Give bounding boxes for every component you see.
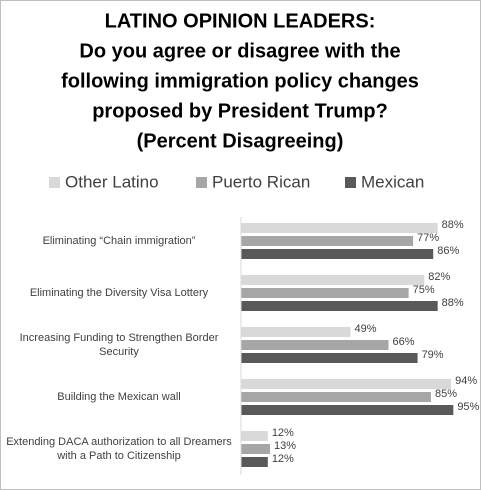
bar (241, 249, 434, 259)
chart-title: (Percent Disagreeing) (137, 130, 344, 152)
value-label: 94% (455, 375, 477, 387)
legend-swatch (49, 177, 60, 188)
category-label: Increasing Funding to Strengthen Border … (19, 332, 219, 358)
value-label: 77% (417, 232, 439, 244)
chart-title: following immigration policy changes (61, 70, 419, 92)
value-label: 75% (413, 284, 435, 296)
bar (241, 340, 389, 350)
category-label: Eliminating “Chain immigration” (42, 235, 196, 247)
bar (241, 457, 268, 467)
value-label: 88% (442, 219, 464, 231)
bar (241, 353, 418, 363)
chart-title: Do you agree or disagree with the (79, 40, 400, 62)
value-label: 66% (393, 336, 415, 348)
legend-label: Other Latino (65, 172, 159, 191)
legend-label: Puerto Rican (212, 172, 310, 191)
value-label: 95% (457, 401, 479, 413)
value-label: 85% (435, 388, 457, 400)
value-label: 12% (272, 427, 294, 439)
bar (241, 327, 351, 337)
legend-swatch (196, 177, 207, 188)
bar (241, 379, 452, 389)
bar (241, 223, 438, 233)
bar (241, 275, 425, 285)
value-label: 13% (274, 440, 296, 452)
value-label: 82% (428, 271, 450, 283)
bar (241, 236, 414, 246)
category-label: Building the Mexican wall (57, 391, 181, 403)
value-label: 88% (442, 297, 464, 309)
value-label: 12% (272, 453, 294, 465)
bar (241, 405, 454, 415)
chart-title: LATINO OPINION LEADERS: (105, 10, 376, 32)
category-label: Eliminating the Diversity Visa Lottery (29, 287, 209, 299)
bar (241, 431, 268, 441)
legend-swatch (345, 177, 356, 188)
value-label: 86% (437, 245, 459, 257)
value-label: 49% (355, 323, 377, 335)
category-label: Extending DACA authorization to all Drea… (6, 436, 232, 462)
bar (241, 288, 409, 298)
value-label: 79% (422, 349, 444, 361)
legend-label: Mexican (361, 172, 424, 191)
bar (241, 301, 438, 311)
chart-title: proposed by President Trump? (92, 100, 388, 122)
bar (241, 444, 271, 454)
bar (241, 392, 431, 402)
